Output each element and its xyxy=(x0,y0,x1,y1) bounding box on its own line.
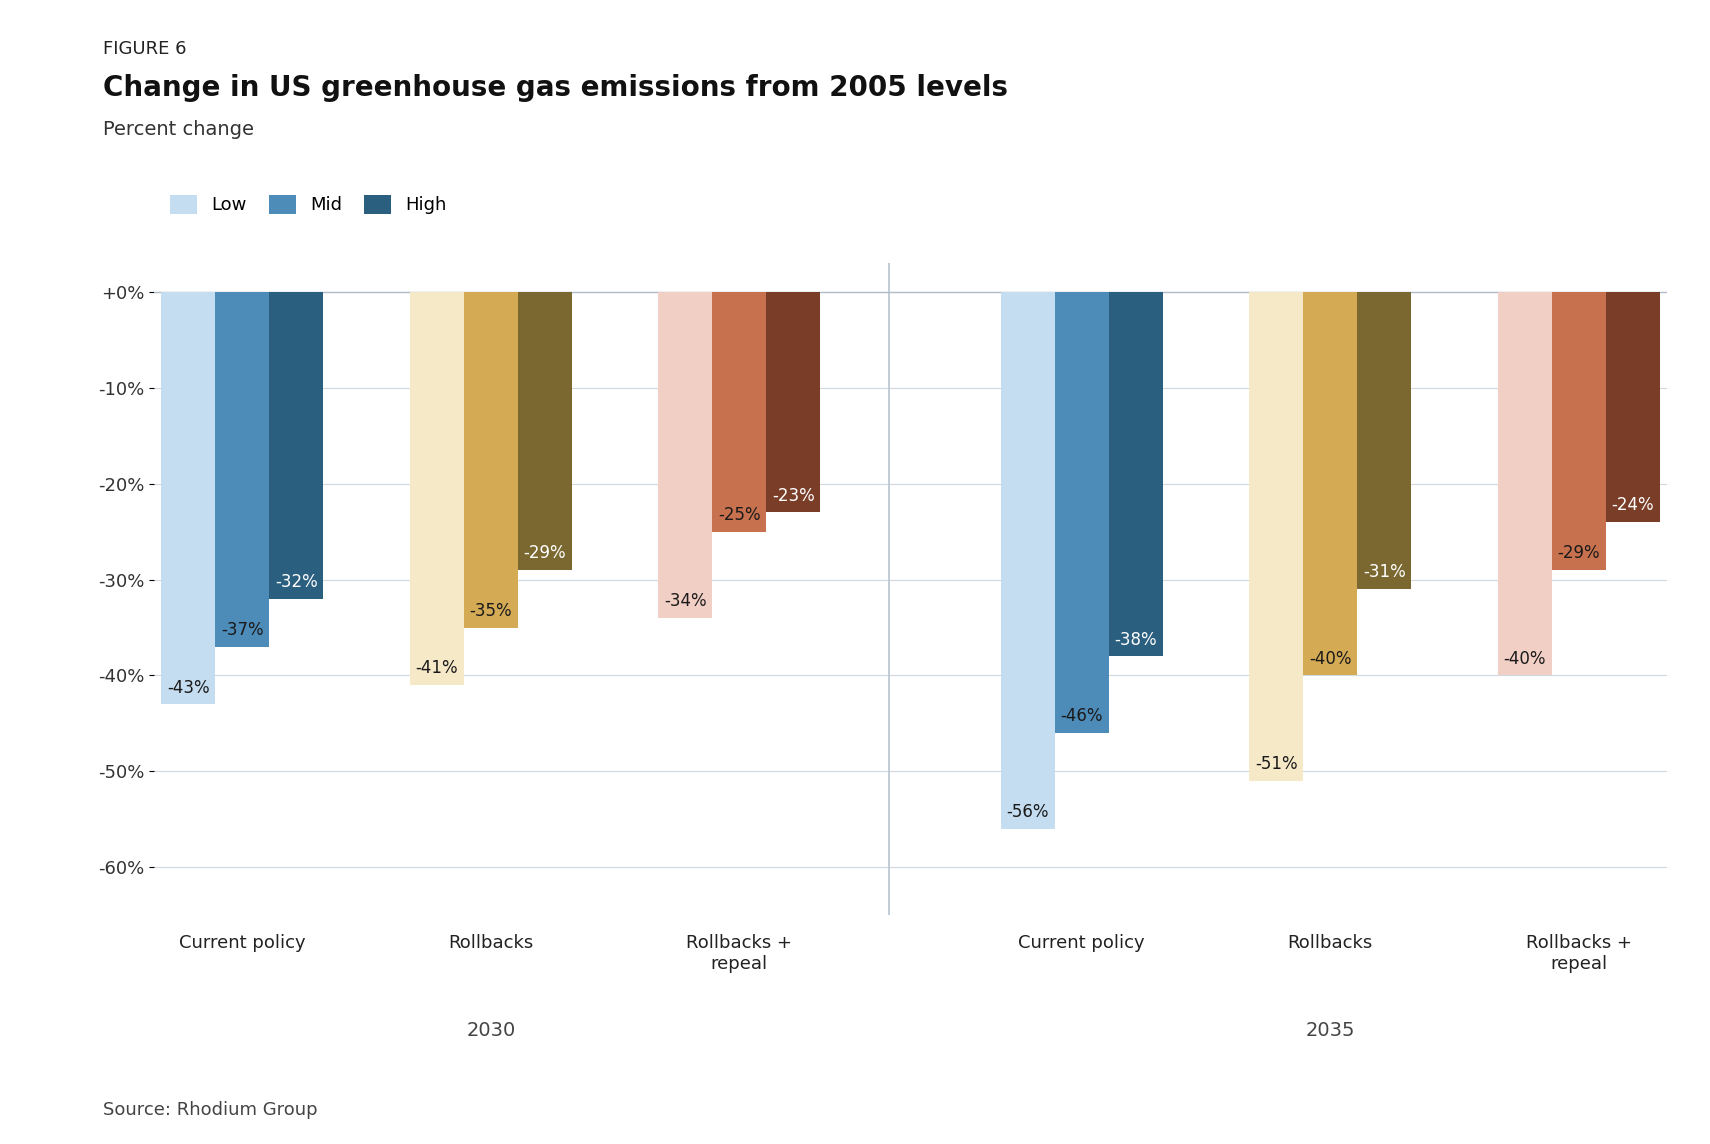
Bar xyxy=(410,292,463,685)
Text: -40%: -40% xyxy=(1503,650,1546,668)
Text: -40%: -40% xyxy=(1310,650,1351,668)
Text: -38%: -38% xyxy=(1115,630,1158,649)
Bar xyxy=(268,292,323,598)
Text: -32%: -32% xyxy=(275,573,318,591)
Text: -25%: -25% xyxy=(718,506,761,524)
Bar xyxy=(766,292,821,513)
Bar xyxy=(1553,292,1606,570)
Bar xyxy=(1055,292,1108,733)
Text: -56%: -56% xyxy=(1007,803,1048,821)
Text: -23%: -23% xyxy=(773,487,816,505)
Legend: Low, Mid, High: Low, Mid, High xyxy=(162,188,455,222)
Text: -29%: -29% xyxy=(1558,545,1601,563)
Text: -41%: -41% xyxy=(416,659,458,677)
Text: Current policy: Current policy xyxy=(1019,935,1146,952)
Text: Rollbacks: Rollbacks xyxy=(448,935,534,952)
Text: Percent change: Percent change xyxy=(103,120,253,140)
Text: Rollbacks +
repeal: Rollbacks + repeal xyxy=(686,935,792,974)
Text: -46%: -46% xyxy=(1060,707,1103,725)
Text: Current policy: Current policy xyxy=(180,935,306,952)
Text: -37%: -37% xyxy=(221,621,263,639)
Text: 2035: 2035 xyxy=(1306,1020,1354,1040)
Text: Rollbacks: Rollbacks xyxy=(1288,935,1373,952)
Text: Rollbacks +
repeal: Rollbacks + repeal xyxy=(1525,935,1631,974)
Bar xyxy=(463,292,518,628)
Bar xyxy=(215,292,268,646)
Bar xyxy=(1303,292,1358,675)
Text: -34%: -34% xyxy=(663,593,706,610)
Text: -35%: -35% xyxy=(470,602,511,620)
Bar xyxy=(658,292,713,618)
Bar xyxy=(1250,292,1303,781)
Bar xyxy=(161,292,215,705)
Text: 2030: 2030 xyxy=(467,1020,515,1040)
Text: Change in US greenhouse gas emissions from 2005 levels: Change in US greenhouse gas emissions fr… xyxy=(103,74,1007,102)
Bar xyxy=(1498,292,1553,675)
Bar xyxy=(1108,292,1163,657)
Text: -51%: -51% xyxy=(1255,755,1298,773)
Bar xyxy=(1000,292,1055,829)
Bar xyxy=(713,292,766,532)
Bar xyxy=(1358,292,1411,589)
Text: Source: Rhodium Group: Source: Rhodium Group xyxy=(103,1101,318,1119)
Bar xyxy=(1606,292,1660,522)
Text: -31%: -31% xyxy=(1363,564,1406,581)
Text: -24%: -24% xyxy=(1613,496,1654,515)
Text: -43%: -43% xyxy=(168,678,209,697)
Text: FIGURE 6: FIGURE 6 xyxy=(103,40,186,58)
Bar xyxy=(518,292,571,570)
Text: -29%: -29% xyxy=(523,545,566,563)
